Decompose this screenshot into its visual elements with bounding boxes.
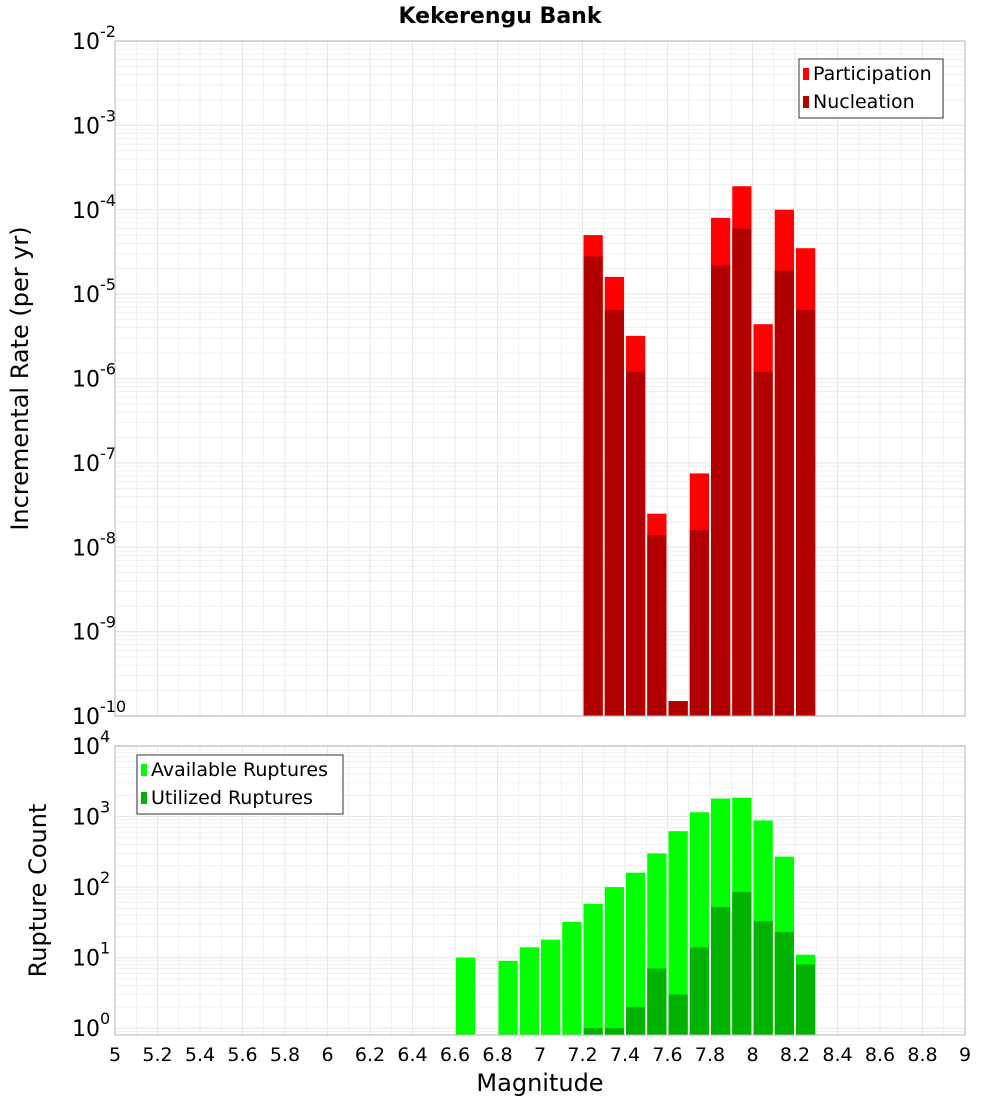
x-tick-label: 8.6 (865, 1044, 895, 1066)
x-tick-label: 7.2 (567, 1044, 597, 1066)
x-tick-label: 9 (959, 1044, 971, 1066)
x-tick-label: 6.2 (355, 1044, 385, 1066)
x-tick-label: 5.4 (185, 1044, 215, 1066)
y-tick-label: 104 (72, 727, 110, 760)
x-tick-label: 6.6 (440, 1044, 470, 1066)
x-tick-label: 5.6 (227, 1044, 257, 1066)
y-axis-label: Incremental Rate (per yr) (6, 226, 34, 530)
legend-box (136, 754, 344, 815)
x-tick-label: 8.8 (907, 1044, 937, 1066)
legend-label: Participation (813, 63, 932, 85)
y-tick-label: 101 (72, 939, 110, 972)
y-tick-label: 102 (72, 868, 110, 901)
x-tick-label: 7 (534, 1044, 546, 1066)
chart-title: Kekerengu Bank (399, 4, 603, 29)
utilized-ruptures-bar (753, 921, 773, 1035)
legend-swatch (803, 68, 809, 80)
available-ruptures-bar (583, 903, 603, 1035)
y-tick-label: 100 (72, 1009, 110, 1042)
y-tick-label: 103 (72, 798, 110, 831)
y-tick-label: 10-5 (72, 275, 116, 308)
nucleation-bar (753, 371, 773, 716)
nucleation-bar (647, 534, 667, 716)
nucleation-bar (774, 270, 794, 716)
available-ruptures-bar (541, 939, 561, 1035)
y-tick-label: 10-4 (72, 191, 116, 224)
x-tick-label: 8.2 (780, 1044, 810, 1066)
x-tick-label: 5 (109, 1044, 121, 1066)
legend-label: Nucleation (813, 91, 915, 113)
nucleation-bar (626, 371, 646, 716)
available-ruptures-bar (456, 957, 476, 1035)
y-tick-label: 10-2 (72, 22, 116, 55)
legend: Available Ruptures Utilized Ruptures (136, 754, 344, 815)
nucleation-bar (689, 530, 709, 716)
utilized-ruptures-bar (647, 968, 667, 1035)
y-tick-label: 10-3 (72, 106, 116, 139)
available-ruptures-bar (498, 960, 518, 1035)
x-tick-label: 8.4 (822, 1044, 852, 1066)
x-tick-label: 5.2 (142, 1044, 172, 1066)
legend-swatch (803, 96, 809, 108)
x-tick-label: 8 (746, 1044, 758, 1066)
available-ruptures-bar (519, 947, 539, 1035)
x-axis-label: Magnitude (476, 1069, 603, 1097)
y-tick-label: 10-7 (72, 444, 116, 477)
legend: Participation Nucleation (798, 58, 944, 119)
utilized-ruptures-bar (689, 947, 709, 1035)
panel-2: 104 103 102 101 100 Rupture Count Available Ru… (24, 727, 966, 1042)
x-tick-label: 6.8 (482, 1044, 512, 1066)
available-ruptures-bar (604, 887, 624, 1035)
utilized-ruptures-bar (583, 1028, 603, 1035)
plot-frame (114, 40, 966, 717)
y-tick-label: 10-6 (72, 360, 116, 393)
x-tick-label: 7.8 (695, 1044, 725, 1066)
available-ruptures-bar (668, 831, 688, 1035)
utilized-ruptures-bar (626, 1006, 646, 1035)
nucleation-bar (604, 309, 624, 716)
utilized-ruptures-bar (774, 932, 794, 1035)
utilized-ruptures-bar (732, 892, 752, 1035)
y-tick-label: 10-10 (72, 697, 126, 730)
available-ruptures-bar (562, 921, 582, 1035)
legend-swatch (141, 764, 147, 776)
nucleation-bar (711, 265, 731, 716)
nucleation-bar (732, 228, 752, 716)
nucleation-bar (796, 309, 816, 716)
x-tick-label: 6.4 (397, 1044, 427, 1066)
legend-label: Utilized Ruptures (151, 787, 313, 809)
legend-box (798, 58, 944, 119)
legend-swatch (141, 792, 147, 804)
panel-1: 10-2 10-3 10-4 10-5 10-6 10-7 10-8 10-9 10-10 Inc… (6, 22, 966, 730)
x-tick-label: 7.6 (652, 1044, 682, 1066)
y-tick-label: 10-9 (72, 613, 116, 646)
x-tick-label: 7.4 (610, 1044, 640, 1066)
utilized-ruptures-bar (711, 907, 731, 1035)
x-tick-label: 5.8 (270, 1044, 300, 1066)
legend-label: Available Ruptures (151, 759, 328, 781)
utilized-ruptures-bar (796, 964, 816, 1035)
nucleation-bar (583, 256, 603, 716)
plot-frame (114, 745, 966, 1036)
nucleation-bar (668, 701, 688, 716)
y-tick-label: 10-8 (72, 528, 116, 561)
utilized-ruptures-bar (604, 1028, 624, 1035)
x-tick-label: 6 (321, 1044, 333, 1066)
y-axis-label: Rupture Count (24, 804, 52, 978)
utilized-ruptures-bar (668, 994, 688, 1035)
available-ruptures-bar (626, 872, 646, 1035)
